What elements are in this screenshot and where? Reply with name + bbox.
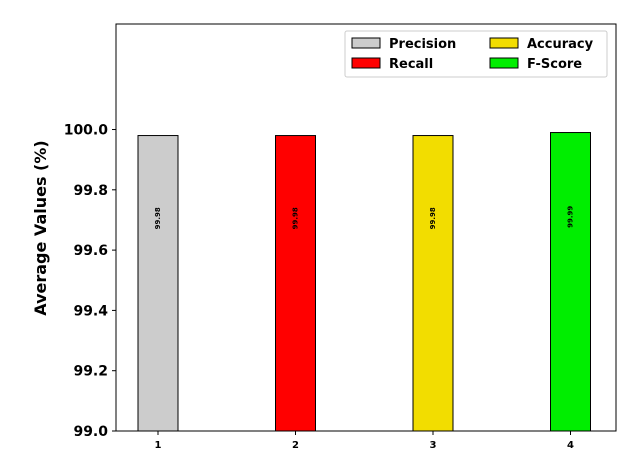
- x-tick-label: 1: [155, 440, 162, 451]
- y-tick-label: 99.6: [73, 243, 108, 259]
- bars-group: [137, 132, 591, 432]
- x-tick-label: 2: [292, 440, 299, 451]
- legend-box: [344, 30, 608, 78]
- legend-label: Accuracy: [527, 37, 594, 52]
- legend-swatch-precision: [351, 37, 381, 49]
- y-tick-label: 99.2: [73, 364, 108, 380]
- bar-recall: [275, 135, 316, 432]
- bar-value-label: 99.98: [429, 207, 437, 229]
- x-tick-label: 4: [567, 440, 574, 451]
- y-tick-label: 99.4: [73, 303, 108, 319]
- bar-labels-group: 99.98 99.98 99.98 99.99: [154, 206, 575, 230]
- legend-swatch-recall: [351, 57, 381, 69]
- bar-value-label: 99.99: [567, 206, 575, 228]
- y-tick-label: 100.0: [64, 123, 109, 139]
- bar-value-label: 99.98: [154, 207, 162, 229]
- legend-label: F-Score: [527, 57, 582, 72]
- legend-swatch-f-score: [489, 57, 519, 69]
- y-tick-label: 99.8: [73, 183, 108, 199]
- legend: Precision Recall Accuracy F-Score: [344, 30, 608, 78]
- bar-precision: [137, 135, 179, 432]
- legend-swatch-accuracy: [489, 37, 519, 49]
- x-tick-label: 3: [430, 440, 437, 451]
- x-axis: 1 2 3 4: [155, 431, 574, 451]
- legend-label: Precision: [389, 37, 456, 52]
- legend-label: Recall: [389, 57, 433, 72]
- bar-f-score: [550, 132, 591, 432]
- bar-accuracy: [412, 135, 454, 432]
- y-tick-label: 99.0: [73, 424, 108, 440]
- y-axis: 99.0 99.2 99.4 99.6 99.8 100.0: [64, 123, 116, 440]
- y-axis-title: Average Values (%): [31, 140, 50, 315]
- plot-frame: [115, 23, 617, 432]
- bar-value-label: 99.98: [292, 207, 300, 229]
